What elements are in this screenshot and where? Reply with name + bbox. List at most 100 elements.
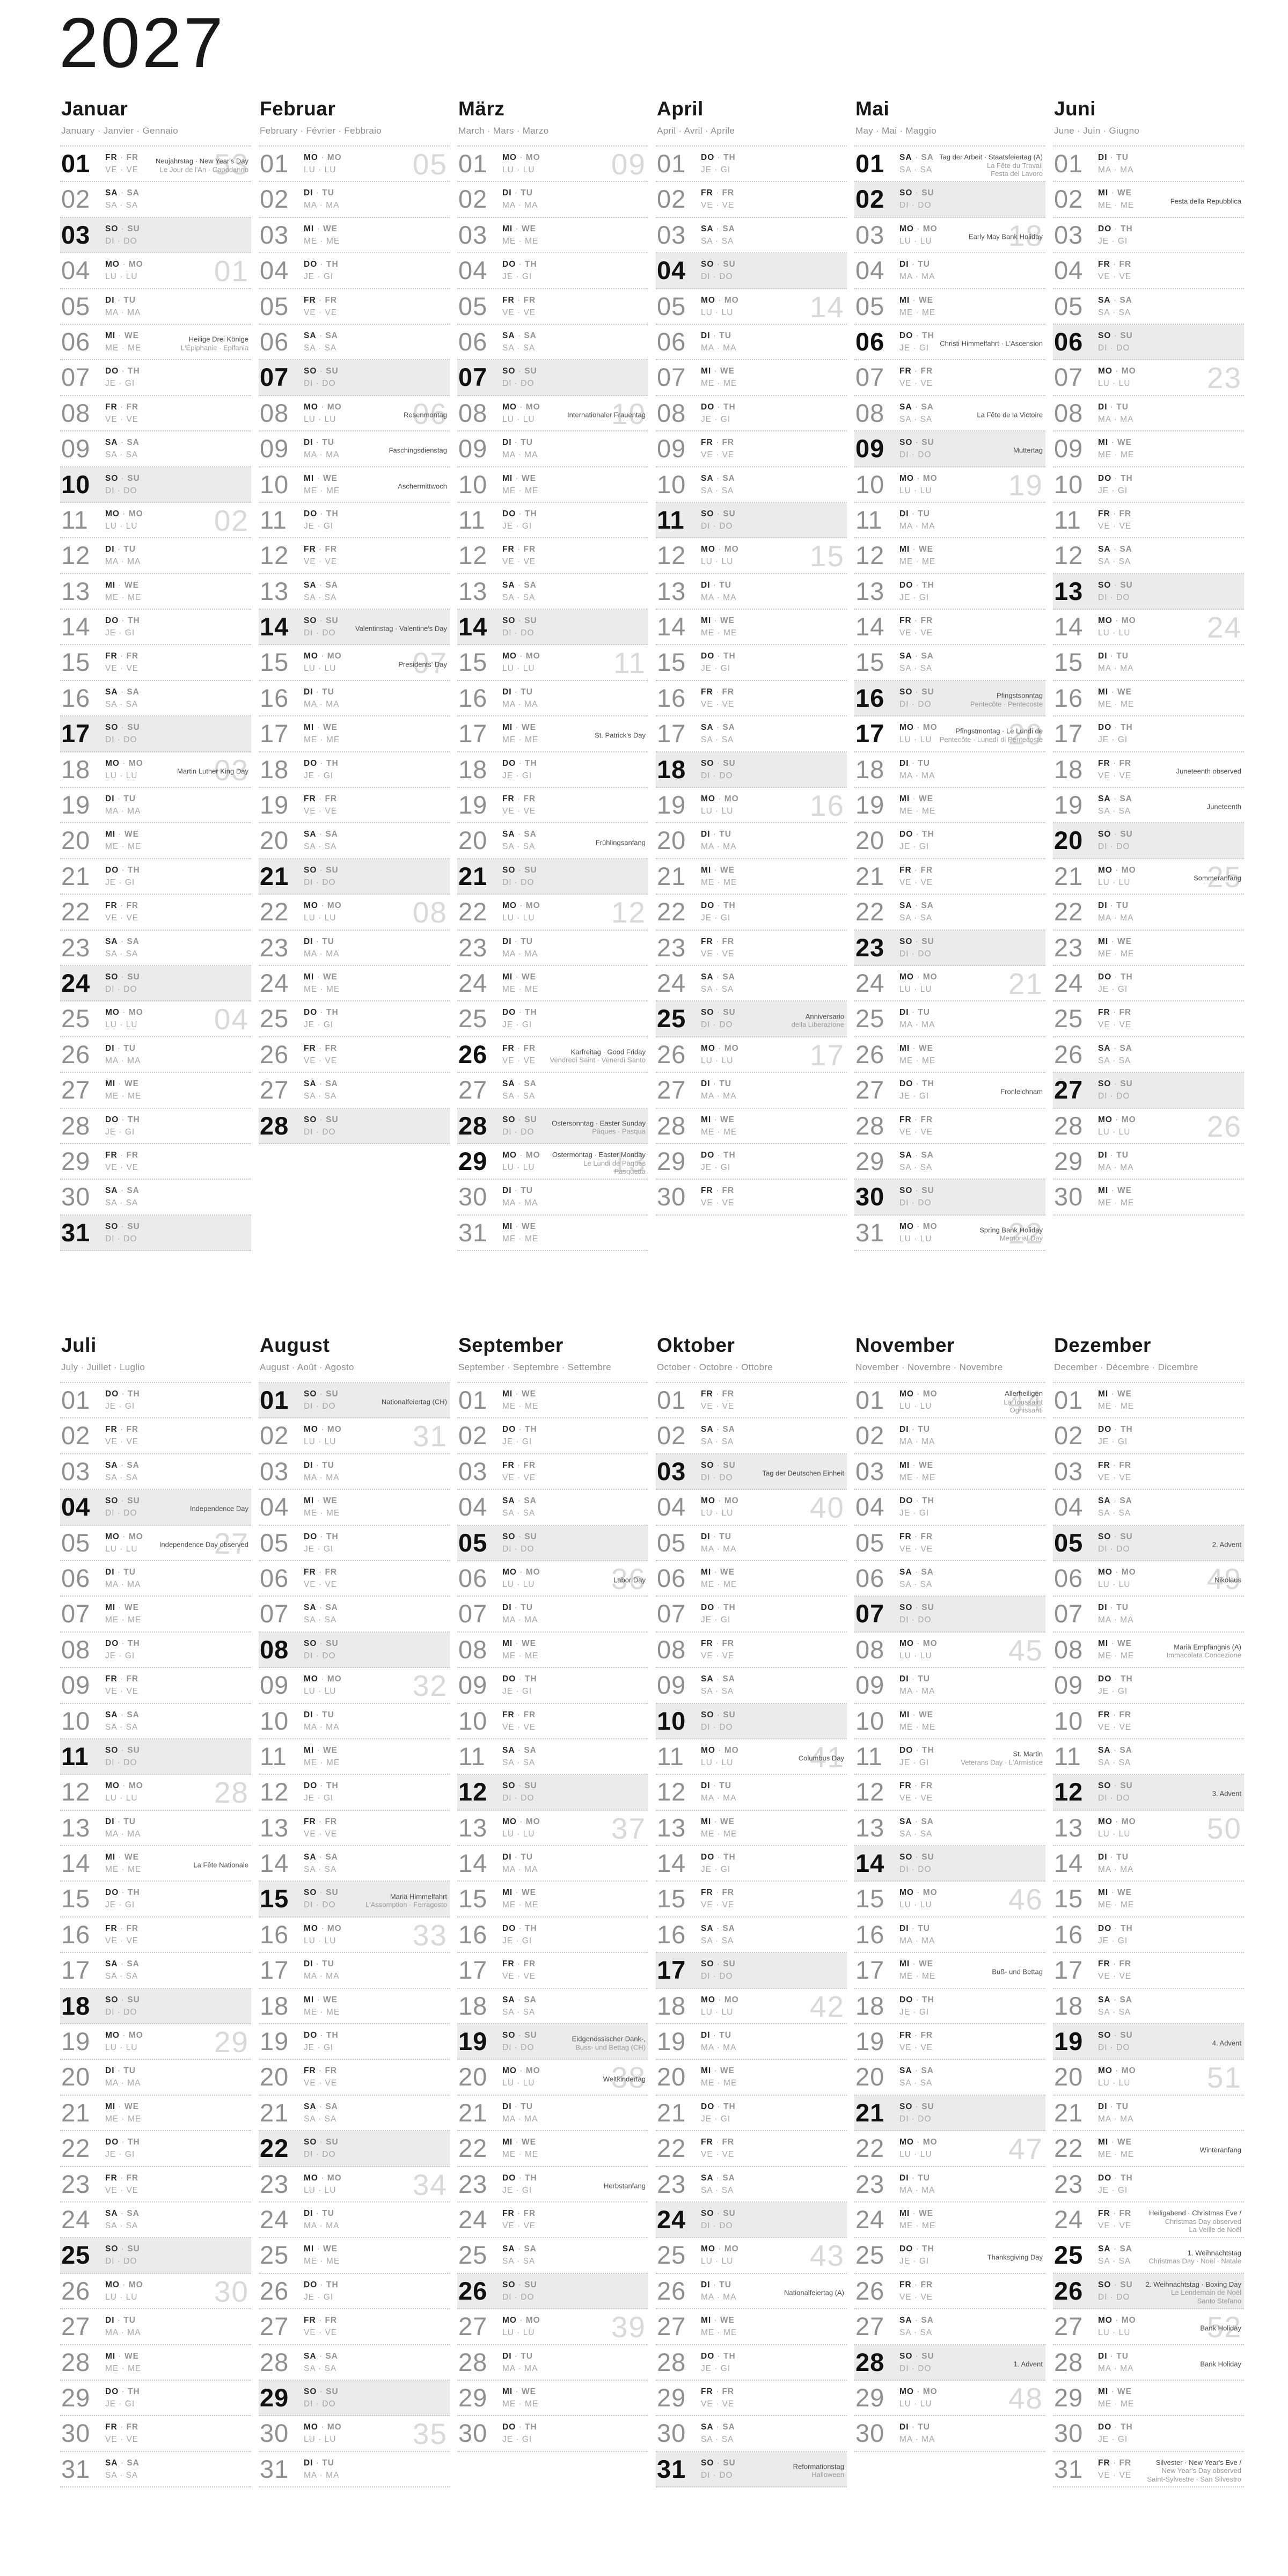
weekday-line-german-english: DI · TU	[105, 1042, 141, 1055]
day-number: 07	[61, 1599, 91, 1628]
weekday-german: DO	[105, 865, 119, 875]
day-row: 12 MO · MO LU · LU 15	[656, 538, 847, 574]
weekday-german: SA	[502, 1079, 515, 1089]
holiday-label: Columbus Day	[799, 1754, 844, 1762]
weekday-line-french-italian: MA · MA	[1098, 2363, 1134, 2373]
weekday-german: SA	[502, 331, 515, 340]
weekday-german: FR	[105, 153, 118, 162]
weekday-english: TU	[1116, 153, 1129, 162]
weekday-line-french-italian: LU · LU	[899, 1402, 932, 1411]
day-row: 16 MO · MO LU · LU 33	[259, 1918, 450, 1953]
weekday-separator: ·	[516, 2316, 526, 2325]
day-row: 31 MO · MO LU · LU 22 Spring Bank Holida…	[854, 1216, 1045, 1252]
holiday-line: Juneteenth	[1206, 802, 1241, 811]
holiday-line: Mariä Empfängnis (A)	[1174, 1643, 1241, 1651]
weekday-line-french-italian: ME · ME	[502, 1234, 539, 1243]
holiday-label: Faschingsdienstag	[389, 447, 447, 455]
week-number: 08	[412, 896, 448, 930]
weekday-german: DI	[701, 1781, 711, 1791]
weekday-english: FR	[126, 153, 139, 162]
holiday-line: Festa del Lavoro	[991, 169, 1043, 178]
weekday-line-french-italian: ME · ME	[304, 735, 340, 745]
day-number: 17	[1054, 719, 1084, 748]
weekday-english: TU	[918, 2173, 930, 2183]
weekday-block: FR · FR VE · VE	[701, 1637, 734, 1662]
weekday-english: TU	[123, 545, 136, 554]
month-subtitle: September · Septembre · Settembre	[458, 1362, 611, 1372]
day-row: 22 DO · TH JE · GI	[60, 2131, 251, 2167]
weekday-separator: ·	[318, 402, 327, 412]
weekday-german: MI	[502, 2387, 513, 2396]
day-number: 27	[1054, 2312, 1084, 2341]
weekday-english: SA	[722, 1923, 735, 1933]
weekday-line-french-italian: DI · DO	[105, 486, 137, 495]
weekday-block: DI · TU MA · MA	[1098, 151, 1133, 176]
weekday-separator: ·	[318, 1425, 327, 1435]
day-row: 26 DI · TU MA · MA	[60, 1037, 251, 1073]
weekday-separator: ·	[516, 1674, 525, 1684]
weekday-separator: ·	[909, 509, 918, 518]
day-number: 07	[855, 363, 885, 392]
day-row: 17 SA · SA SA · SA	[656, 716, 847, 752]
weekday-separator: ·	[711, 865, 720, 875]
weekday-block: SO · SU DI · DO	[1098, 330, 1133, 354]
weekday-line-french-italian: ME · ME	[701, 1579, 737, 1589]
weekday-block: SA · SA SA · SA	[1098, 1042, 1132, 1067]
weekday-line-french-italian: SA · SA	[105, 2221, 138, 2230]
weekday-english: SA	[722, 224, 735, 233]
weekday-english: SA	[722, 972, 735, 982]
weekday-line-german-english: SO · SU	[502, 1780, 537, 1792]
day-row: 29 FR · FR VE · VE	[60, 1144, 251, 1180]
weekday-line-french-italian: ME · ME	[1098, 949, 1135, 958]
weekday-line-german-english: MI · WE	[502, 2385, 538, 2398]
weekday-english: TH	[1121, 1923, 1133, 1933]
day-number: 29	[61, 2383, 91, 2412]
day-number: 21	[260, 861, 289, 890]
weekday-german: DO	[105, 2387, 119, 2396]
weekday-block: DI · TU MA · MA	[899, 1922, 935, 1947]
weekday-line-german-english: SA · SA	[1098, 1495, 1132, 1507]
day-row: 03 FR · FR VE · VE	[457, 1454, 648, 1490]
weekday-separator: ·	[1111, 224, 1121, 233]
weekday-separator: ·	[119, 2387, 128, 2396]
weekday-block: MI · WE ME · ME	[1098, 1886, 1134, 1911]
weekday-english: SU	[127, 2244, 140, 2254]
weekday-separator: ·	[910, 1043, 919, 1053]
weekday-separator: ·	[1110, 295, 1120, 305]
weekday-line-german-english: MO · MO	[1098, 864, 1136, 876]
weekday-separator: ·	[313, 2458, 323, 2468]
day-number: 10	[61, 1706, 91, 1735]
weekday-block: FR · FR VE · VE	[105, 2421, 138, 2446]
weekday-german: SO	[502, 367, 516, 376]
weekday-separator: ·	[1110, 758, 1119, 768]
day-number: 30	[855, 1182, 885, 1211]
weekday-line-french-italian: VE · VE	[105, 1437, 139, 1447]
weekday-line-french-italian: MA · MA	[1098, 664, 1134, 674]
weekday-line-french-italian: JE · GI	[304, 2292, 334, 2302]
holiday-line: Christmas Day · Noël · Natale	[1148, 2257, 1241, 2265]
day-row: 25 DO · TH JE · GI	[457, 1001, 648, 1037]
day-number: 04	[61, 1492, 91, 1521]
day-number: 12	[1054, 541, 1084, 570]
weekday-separator: ·	[911, 1115, 921, 1124]
day-row: 23 DO · TH JE · GI Herbstanfang	[457, 2167, 648, 2202]
weekday-block: MI · WE ME · ME	[701, 864, 737, 889]
weekday-block: SO · SU DI · DO	[105, 472, 140, 497]
weekday-line-german-english: MI · WE	[105, 1601, 141, 1614]
weekday-separator: ·	[1111, 2173, 1121, 2183]
weekday-german: DO	[1098, 473, 1112, 483]
weekday-line-french-italian: MA · MA	[304, 450, 340, 460]
weekday-separator: ·	[119, 865, 128, 875]
weekday-separator: ·	[1112, 2316, 1122, 2325]
weekday-block: SO · SU DI · DO	[899, 2101, 934, 2125]
day-number: 08	[61, 1635, 91, 1664]
weekday-separator: ·	[710, 2031, 720, 2040]
weekday-line-french-italian: MA · MA	[502, 2363, 538, 2373]
weekday-line-french-italian: MA · MA	[105, 807, 141, 816]
day-row: 03 DI · TU MA · MA	[259, 1454, 450, 1490]
weekday-separator: ·	[1111, 473, 1121, 483]
weekday-separator: ·	[317, 1389, 326, 1399]
day-number: 10	[458, 1706, 488, 1735]
weekday-german: SA	[1098, 1043, 1111, 1053]
day-row: 16 FR · FR VE · VE	[656, 681, 847, 717]
